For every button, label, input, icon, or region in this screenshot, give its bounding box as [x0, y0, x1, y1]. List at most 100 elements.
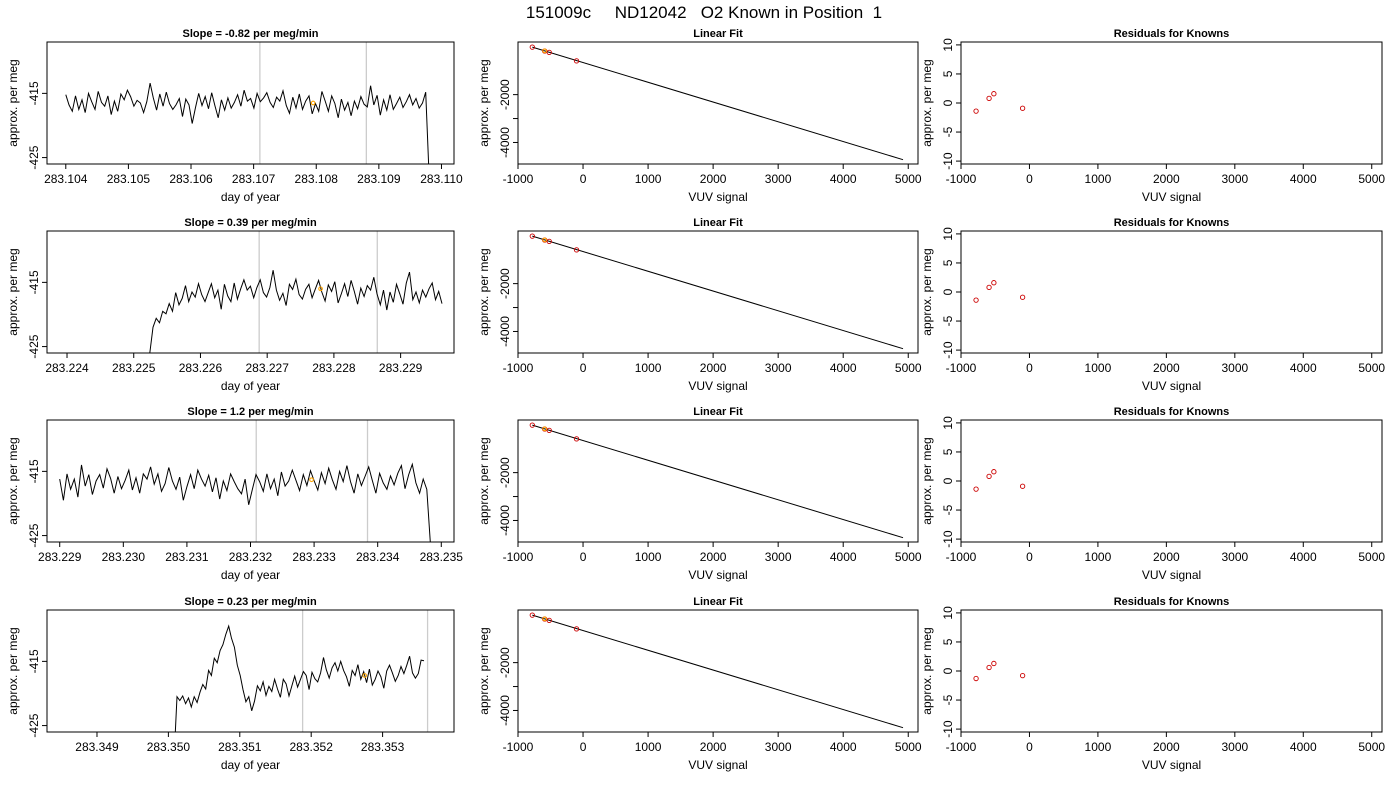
x-tick-label: 283.229: [379, 361, 423, 375]
data-point: [573, 58, 580, 64]
x-tick-label: 3000: [1221, 172, 1248, 186]
plot-data: [529, 233, 904, 350]
x-tick-label: 283.109: [357, 172, 401, 186]
x-tick-label: -1000: [946, 740, 977, 754]
x-tick-label: 283.229: [38, 550, 82, 564]
x-tick-label: 3000: [1221, 550, 1248, 564]
marker-point: [542, 48, 548, 54]
plot-frame: [517, 609, 919, 733]
plot-data: [174, 610, 429, 732]
y-tick-label: 10: [941, 416, 955, 430]
plot-data: [973, 469, 1026, 492]
x-tick-label: 1000: [1085, 550, 1112, 564]
y-tick-label: -4000: [498, 695, 512, 726]
plot-frame: [46, 230, 455, 354]
y-tick-label: -5: [941, 694, 955, 705]
x-tick-label: 3000: [765, 550, 792, 564]
series-line: [174, 624, 425, 732]
panel-title: Slope = 0.23 per meg/min: [184, 596, 317, 608]
y-tick-label: 0: [941, 288, 955, 295]
x-tick-label: 283.353: [361, 740, 405, 754]
x-tick-label: 283.106: [169, 172, 213, 186]
x-tick-label: 5000: [895, 740, 922, 754]
panel-title: Linear Fit: [693, 596, 743, 608]
y-tick-label: -10: [941, 530, 955, 548]
y-tick-label: 0: [941, 99, 955, 106]
panel-title: Residuals for Knowns: [1114, 596, 1230, 608]
x-tick-label: 5000: [1358, 361, 1385, 375]
plot-frame: [960, 419, 1383, 543]
y-axis-label: approx. per meg: [6, 248, 20, 335]
x-tick-label: 3000: [765, 172, 792, 186]
y-tick-label: -10: [941, 341, 955, 359]
x-tick-label: -1000: [503, 550, 534, 564]
y-tick-label: 10: [941, 606, 955, 620]
data-point: [1019, 672, 1026, 679]
y-tick-label: 10: [941, 227, 955, 241]
data-point: [1019, 294, 1026, 300]
data-point: [529, 612, 535, 618]
data-point: [546, 238, 552, 245]
x-axis-label: VUV signal: [1142, 379, 1201, 393]
y-tick-label: -2000: [498, 647, 512, 678]
panel-title: Residuals for Knowns: [1114, 28, 1230, 40]
plot-frame: [517, 419, 919, 543]
chart-panel: Slope = -0.82 per meg/min 283.104 283.105 2…: [6, 28, 463, 204]
x-tick-label: 4000: [830, 361, 857, 375]
y-tick-label: -425: [27, 523, 41, 547]
x-tick-label: 283.104: [44, 172, 88, 186]
y-axis-label: approx. per meg: [920, 59, 934, 146]
series-line: [59, 462, 431, 542]
data-point: [529, 44, 535, 50]
plot-data: [59, 420, 431, 542]
x-axis-label: VUV signal: [688, 758, 747, 772]
fit-line: [532, 235, 904, 350]
x-axis-label: VUV signal: [688, 568, 747, 582]
fit-line: [532, 614, 904, 729]
y-tick-label: -415: [27, 649, 41, 673]
chart-panel: Slope = 1.2 per meg/min 283.229 283.230 283…: [6, 406, 463, 582]
data-point: [991, 91, 997, 97]
x-tick-label: 4000: [1290, 172, 1317, 186]
x-tick-label: 0: [580, 172, 587, 186]
y-tick-label: -2000: [498, 268, 512, 299]
x-tick-label: 1000: [635, 361, 662, 375]
series-line: [149, 270, 443, 353]
data-point: [529, 422, 535, 428]
x-tick-label: 2000: [1153, 172, 1180, 186]
marker-point: [362, 673, 368, 678]
x-tick-label: 283.224: [45, 361, 89, 375]
data-point: [986, 664, 992, 671]
x-tick-label: 1000: [1085, 740, 1112, 754]
plot-data: [973, 280, 1026, 303]
x-tick-label: 0: [1026, 550, 1033, 564]
data-point: [986, 95, 992, 102]
plot-frame: [46, 41, 455, 165]
x-tick-label: 283.234: [356, 550, 400, 564]
panel-title: Residuals for Knowns: [1114, 406, 1230, 418]
x-tick-label: 283.352: [289, 740, 333, 754]
y-tick-label: -4000: [498, 127, 512, 158]
plot-data: [529, 44, 904, 161]
x-tick-label: 2000: [1153, 361, 1180, 375]
y-tick-label: -415: [27, 270, 41, 294]
data-point: [1019, 483, 1026, 489]
data-point: [1019, 105, 1026, 111]
y-tick-label: -425: [27, 713, 41, 737]
x-tick-label: 0: [1026, 172, 1033, 186]
plot-frame: [960, 41, 1383, 165]
plot-data: [973, 660, 1026, 682]
plot-data: [65, 42, 430, 164]
x-tick-label: 283.349: [75, 740, 119, 754]
x-tick-label: 283.231: [165, 550, 209, 564]
fit-line: [532, 46, 904, 161]
x-tick-label: 3000: [1221, 740, 1248, 754]
x-tick-label: 283.107: [232, 172, 276, 186]
plot-data: [973, 91, 1026, 114]
y-tick-label: -425: [27, 145, 41, 169]
plot-frame: [960, 230, 1383, 354]
x-tick-label: 2000: [700, 361, 727, 375]
y-axis-label: approx. per meg: [920, 437, 934, 524]
x-axis-label: VUV signal: [688, 379, 747, 393]
